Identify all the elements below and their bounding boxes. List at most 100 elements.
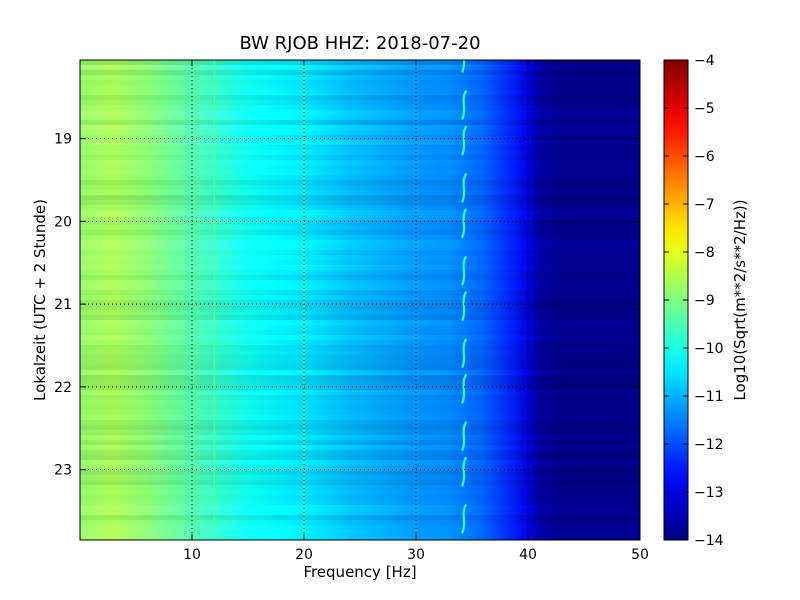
- spectrogram-band: [80, 365, 640, 371]
- spectrogram-band: [80, 305, 640, 311]
- spectrogram-band: [80, 175, 640, 181]
- spectrogram-band: [80, 520, 640, 526]
- spectrogram-band: [80, 460, 640, 466]
- spectrogram-band: [80, 295, 640, 301]
- colorbar-tick-label: −14: [694, 533, 724, 549]
- colorbar-tick-label: −4: [694, 53, 715, 69]
- narrowband-segment: [461, 338, 468, 369]
- spectrogram-band: [80, 225, 640, 231]
- colorbar-tick-label: −7: [694, 197, 715, 213]
- spectrogram-band: [80, 115, 640, 121]
- spectrogram-band: [80, 245, 640, 251]
- spectrogram-band: [80, 445, 640, 451]
- spectrogram-band: [80, 200, 640, 206]
- spectrogram-band: [80, 135, 640, 141]
- spectrogram-band: [80, 205, 640, 211]
- spectrogram-band: [80, 160, 640, 166]
- spectrogram-band: [80, 500, 640, 506]
- x-tick-label: 30: [407, 547, 425, 563]
- y-axis-label: Lokalzeit (UTC + 2 Stunde): [31, 199, 49, 401]
- narrowband-segment: [461, 503, 468, 534]
- spectrogram-band: [80, 370, 640, 376]
- spectrogram-plot: [80, 60, 640, 540]
- x-tick-label: 40: [519, 547, 537, 563]
- spectrogram-band: [80, 320, 640, 326]
- spectrogram-band: [80, 170, 640, 176]
- colorbar-tick-label: −13: [694, 485, 724, 501]
- spectrogram-band: [80, 230, 640, 236]
- spectrogram-band: [80, 490, 640, 496]
- spectrogram-band: [80, 215, 640, 221]
- spectrogram-band: [80, 255, 640, 261]
- spectrogram-band: [80, 325, 640, 331]
- spectrogram-band: [80, 335, 640, 341]
- narrowband-segment: [461, 208, 468, 239]
- spectrogram-band: [80, 375, 640, 381]
- x-axis: 10 20 30 40 50: [183, 60, 649, 563]
- spectrogram-band: [80, 85, 640, 91]
- x-tick-label: 10: [183, 547, 201, 563]
- spectrogram-band: [80, 300, 640, 306]
- spectrogram-band: [80, 470, 640, 476]
- spectrogram-band: [80, 220, 640, 226]
- spectrogram-band: [80, 410, 640, 416]
- y-tick-label: 23: [54, 463, 72, 479]
- spectrogram-band: [80, 65, 640, 71]
- spectrogram-band: [80, 270, 640, 276]
- spectrogram-band: [80, 235, 640, 241]
- chart-title: BW RJOB HHZ: 2018-07-20: [239, 33, 480, 54]
- spectrogram-band: [80, 395, 640, 401]
- spectrogram-band: [80, 405, 640, 411]
- spectrogram-band: [80, 210, 640, 216]
- narrowband-segment: [461, 90, 468, 121]
- spectrogram-band: [80, 130, 640, 136]
- narrowband-segment: [464, 539, 467, 540]
- spectrogram-band: [80, 150, 640, 156]
- spectrogram-band: [80, 480, 640, 486]
- spectrogram-band: [80, 400, 640, 406]
- spectrogram-band: [80, 145, 640, 151]
- y-tick-label: 22: [54, 380, 72, 396]
- spectrogram-band: [80, 380, 640, 386]
- spectrogram-band: [80, 415, 640, 421]
- spectrogram-band: [80, 385, 640, 391]
- narrowband-segment: [461, 172, 468, 203]
- spectrogram-band: [80, 260, 640, 266]
- spectrogram-band: [80, 75, 640, 81]
- y-tick-label: 21: [54, 297, 72, 313]
- colorbar-tick-label: −11: [694, 389, 724, 405]
- spectrogram-band: [80, 345, 640, 351]
- spectrogram-band: [80, 535, 640, 540]
- spectrogram-band: [80, 510, 640, 516]
- spectrogram-band: [80, 280, 640, 286]
- spectrogram-band: [80, 330, 640, 336]
- narrowband-segment: [461, 373, 468, 404]
- spectrogram-band: [80, 450, 640, 456]
- narrowband-segment: [461, 421, 468, 452]
- spectrogram-band: [80, 495, 640, 501]
- spectrogram-band: [80, 125, 640, 131]
- spectrogram-band: [80, 165, 640, 171]
- x-tick-label: 20: [295, 547, 313, 563]
- spectrogram-band: [80, 70, 640, 76]
- y-tick-label: 20: [54, 214, 72, 230]
- spectrogram-band: [80, 185, 640, 191]
- spectrogram-band: [80, 120, 640, 126]
- spectrogram-band: [80, 190, 640, 196]
- spectrogram-band: [80, 155, 640, 161]
- colorbar-label: Log10(Sqrt(m**2/s**2/Hz)): [731, 199, 749, 400]
- spectrogram-band: [80, 110, 640, 116]
- narrowband-segment: [461, 291, 468, 322]
- spectrogram-band: [80, 100, 640, 106]
- y-axis: 19 20 21 22 23: [54, 132, 640, 479]
- colorbar-tick-label: −8: [694, 245, 715, 261]
- spectrogram-band: [80, 340, 640, 346]
- colorbar-tick-label: −9: [694, 293, 715, 309]
- spectrogram-band: [80, 80, 640, 86]
- colorbar-tick-label: −6: [694, 149, 715, 165]
- plot-frame: [79, 59, 641, 541]
- spectrogram-band: [80, 420, 640, 426]
- spectrogram-band: [80, 440, 640, 446]
- y-tick-label: 19: [54, 132, 72, 148]
